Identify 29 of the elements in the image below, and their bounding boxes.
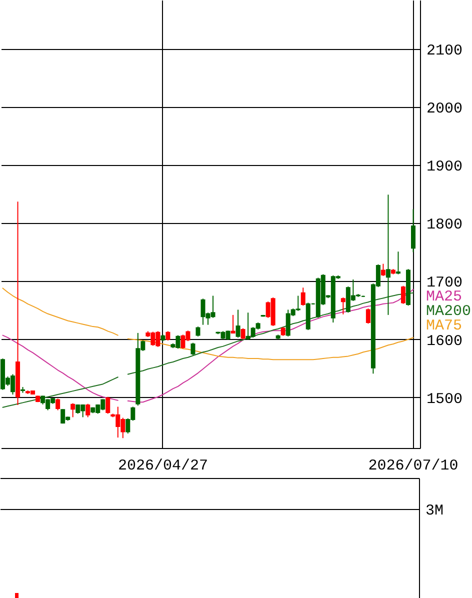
y-tick-label: 2100: [426, 42, 463, 60]
candlestick: [240, 328, 246, 340]
y-tick-label: 1600: [426, 332, 463, 350]
y-tick-label: 1800: [426, 216, 463, 234]
candlestick: [70, 402, 76, 418]
candlestick: [400, 285, 406, 304]
candlestick: [366, 308, 370, 324]
y-tick-label: 2000: [426, 100, 463, 118]
candlestick: [410, 208, 416, 253]
candlestick: [236, 309, 240, 338]
candlestick: [300, 287, 306, 306]
candlestick: [166, 330, 170, 342]
y-tick-label: 3M: [426, 502, 444, 520]
candlestick: [86, 403, 90, 418]
series-label: MA75: [426, 318, 462, 335]
candlestick: [386, 194, 390, 316]
candlestick: [380, 263, 386, 277]
x-tick-label: 2026/04/27: [118, 458, 208, 474]
candlestick: [106, 396, 110, 414]
candlestick: [196, 326, 200, 337]
candlestick: [396, 251, 400, 275]
x-tick-label: 2026/07/10: [368, 458, 458, 474]
series-label: MA200: [426, 302, 472, 320]
candlestick: [190, 342, 196, 356]
candlestick: [230, 314, 236, 334]
y-tick-label: 1500: [426, 390, 463, 408]
candlestick: [340, 297, 346, 315]
candlestick: [56, 398, 60, 411]
y-tick-label: 1900: [426, 158, 463, 176]
